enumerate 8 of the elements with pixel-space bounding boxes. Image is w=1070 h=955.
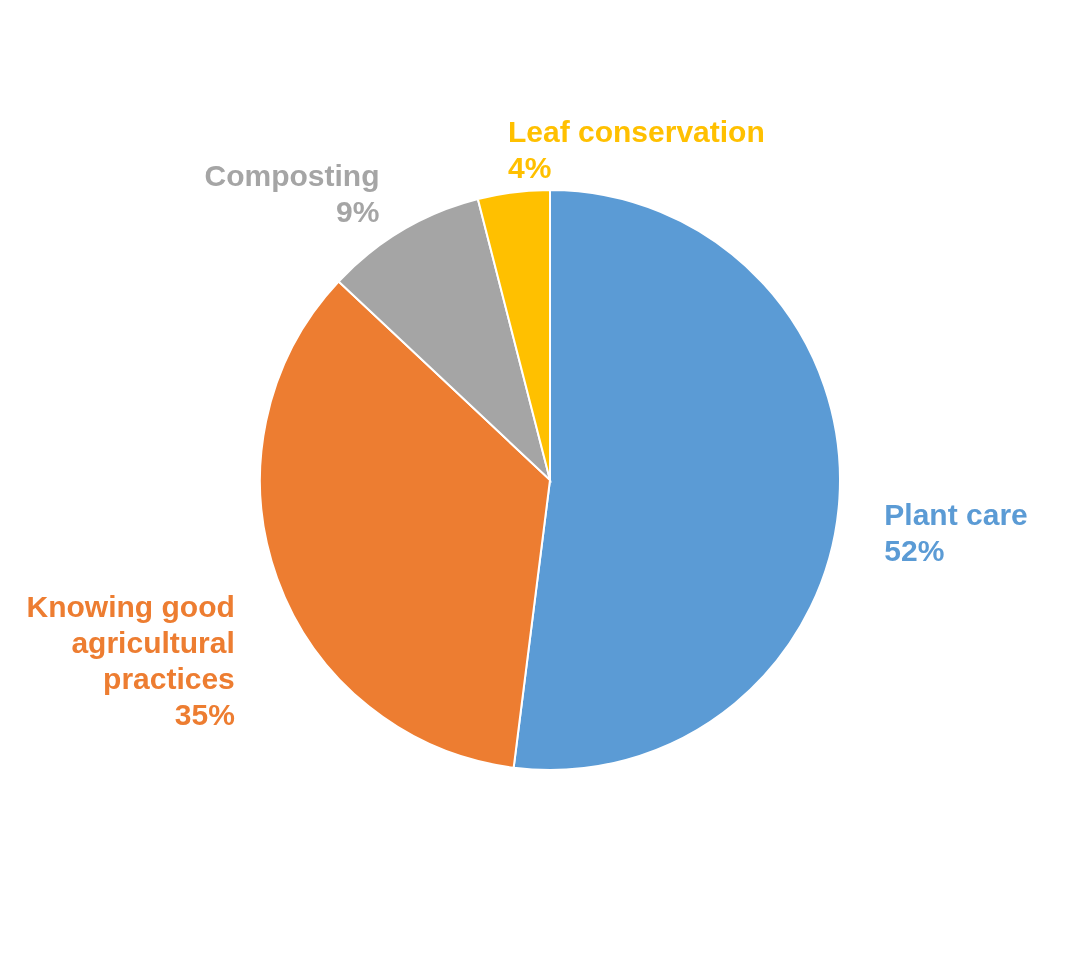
data-label: 9%	[336, 194, 380, 228]
data-label: 35%	[174, 698, 235, 732]
slice-label: Leaf conservation	[508, 114, 765, 148]
slice-label: Plant care	[884, 498, 1028, 532]
data-label: 4%	[508, 150, 552, 184]
data-label: 52%	[884, 534, 945, 568]
slice-label: Composting	[204, 158, 380, 192]
slice-label: Knowing good agricultural practices	[26, 590, 235, 696]
